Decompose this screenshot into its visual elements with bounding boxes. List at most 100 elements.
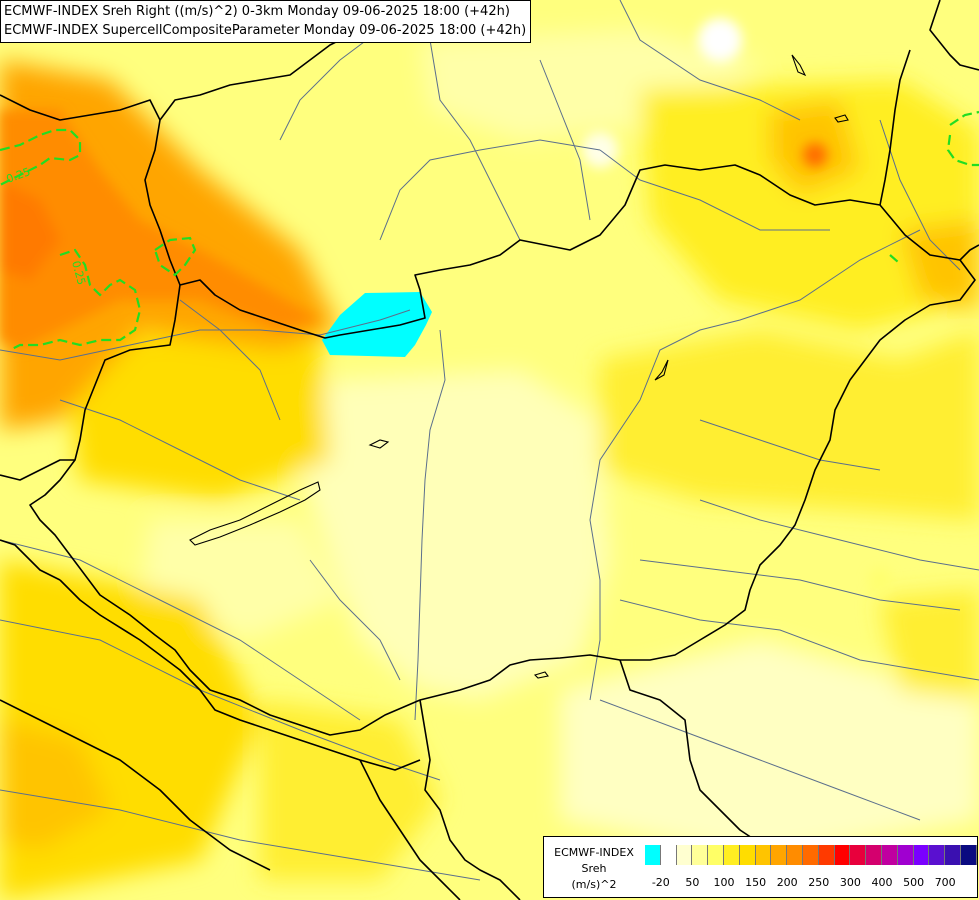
scp-contour-west <box>9 248 142 351</box>
legend-tick-label: 100 <box>713 876 735 889</box>
legend-swatch <box>834 845 851 865</box>
lake-small-ne <box>834 114 849 123</box>
river-sio <box>309 559 401 681</box>
legend-swatch <box>645 845 661 865</box>
legend-swatch <box>945 845 961 865</box>
legend-unit: (m/s)^2 <box>571 878 617 891</box>
border-bosnia-serbia <box>359 759 461 900</box>
sreh-yellow-west <box>60 330 330 500</box>
sreh-yellow-northeast <box>640 80 979 330</box>
river-koros <box>699 419 881 471</box>
sreh-shading <box>0 30 979 900</box>
scp-contour-east <box>949 110 979 126</box>
river-west-mura <box>0 539 361 721</box>
border-slovenia-croatia <box>0 539 61 581</box>
map-title-sreh: ECMWF-INDEX Sreh Right ((m/s)^2) 0-3km M… <box>4 4 510 19</box>
legend-swatch <box>929 845 946 865</box>
legend-swatch <box>787 845 803 865</box>
sreh-red-cell-northeast <box>803 143 827 167</box>
lake-small-s <box>533 671 549 679</box>
border-slovakia-ukraine <box>879 49 911 206</box>
river-poland <box>619 0 801 121</box>
lake-small-e <box>654 359 669 381</box>
map-title-box: ECMWF-INDEX Sreh Right ((m/s)^2) 0-3km M… <box>0 0 532 43</box>
sreh-yellow-far-east <box>880 590 979 700</box>
border-ukraine-romania <box>959 244 979 261</box>
scp-contour-southeast-dot <box>889 254 899 263</box>
legend-swatch <box>660 845 677 865</box>
border-austria-slovenia <box>0 459 75 481</box>
legend-tick-label: 200 <box>776 876 798 889</box>
scp-contours <box>0 110 979 351</box>
sreh-yellow-south <box>260 700 440 880</box>
map-title-scp: ECMWF-INDEX SupercellCompositeParameter … <box>4 23 527 38</box>
sreh-yellow-east <box>600 330 979 520</box>
legend-swatch <box>818 845 835 865</box>
river-east-2 <box>619 599 979 681</box>
lakes <box>189 54 849 679</box>
river-danube-west <box>0 309 411 361</box>
river-zala <box>179 299 281 421</box>
legend-swatch <box>802 845 819 865</box>
border-hungary <box>29 164 976 736</box>
border-croatia-serbia <box>419 699 521 900</box>
lake-balaton <box>189 481 321 546</box>
border-croatia-bosnia <box>59 579 421 771</box>
legend-swatch <box>708 845 724 865</box>
legend-swatch <box>913 845 930 865</box>
legend-swatch <box>676 845 693 865</box>
river-drava <box>0 619 441 781</box>
legend-swatch <box>692 845 709 865</box>
sreh-orange-southwest <box>0 720 110 850</box>
river-tisza <box>589 229 921 701</box>
sreh-negative-patch <box>322 292 432 357</box>
legend-tick-label: -20 <box>651 876 670 889</box>
river-hron <box>539 59 591 221</box>
legend-source: ECMWF-INDEX <box>554 846 634 859</box>
sreh-orange-east <box>900 220 979 310</box>
scp-contour-label: 0.25 <box>69 259 88 286</box>
border-poland-ukraine <box>929 0 979 71</box>
legend-swatch <box>771 845 788 865</box>
river-maros <box>639 559 961 611</box>
legend-swatch <box>739 845 756 865</box>
legend-color-bar <box>645 845 977 865</box>
river-west-raab <box>59 399 301 501</box>
river-north-2 <box>599 149 830 231</box>
border-croatia-bosnia-south <box>0 699 271 871</box>
sreh-pale-patch-east <box>868 568 892 592</box>
legend-tick-label: 250 <box>808 876 830 889</box>
lake-velence <box>368 439 390 449</box>
river-nitra <box>429 39 521 241</box>
color-legend: ECMWF-INDEX Sreh (m/s)^2 -20 50 100 150 200 2… <box>543 836 978 898</box>
scp-contour-northwest <box>0 128 82 186</box>
legend-tick-label: 50 <box>685 876 700 889</box>
river-north-slovakia <box>279 29 381 141</box>
sreh-pale-southeast <box>560 640 979 860</box>
legend-swatch <box>850 845 867 865</box>
legend-tick-label: 700 <box>934 876 956 889</box>
river-east-1 <box>699 499 979 571</box>
border-austria-czech <box>0 94 161 121</box>
sreh-white-patch-north <box>698 18 742 62</box>
sreh-dark-orange-west-core <box>0 180 60 280</box>
legend-swatch <box>755 845 772 865</box>
legend-swatch <box>881 845 898 865</box>
legend-tick-label: 500 <box>903 876 925 889</box>
lake-small-north <box>791 54 807 77</box>
legend-swatch <box>897 845 914 865</box>
river-north-1 <box>379 139 601 241</box>
scp-contour-west-inner <box>153 236 197 277</box>
legend-swatch <box>866 845 882 865</box>
rivers <box>0 0 979 881</box>
legend-tick-label: 400 <box>871 876 893 889</box>
legend-swatch <box>723 845 740 865</box>
legend-swatch <box>960 845 977 865</box>
legend-variable: Sreh <box>581 862 607 875</box>
legend-tick-label: 150 <box>745 876 767 889</box>
river-sava <box>0 789 481 881</box>
legend-tick-label: 300 <box>839 876 861 889</box>
